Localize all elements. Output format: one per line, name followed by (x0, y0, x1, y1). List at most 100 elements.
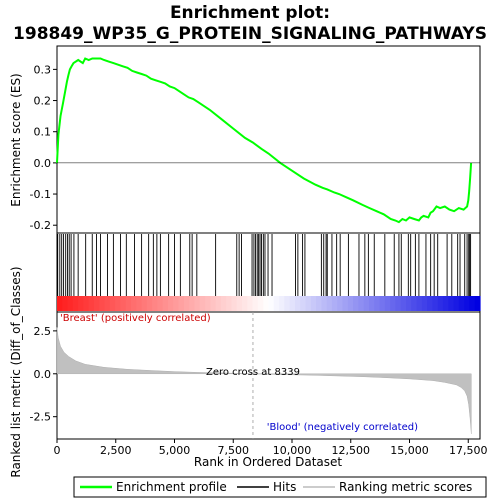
color-bar-segment (125, 296, 132, 311)
xtick-label: 5,000 (159, 444, 191, 457)
color-bar-segment (205, 296, 211, 311)
ranking-metric-area (56, 327, 472, 434)
x-axis-label: Rank in Ordered Dataset (194, 455, 342, 469)
color-bar-segment (263, 296, 270, 311)
xtick-label: 12,500 (332, 444, 371, 457)
color-bar-segment (358, 296, 365, 311)
es-ytick-label: 0.1 (34, 126, 52, 139)
color-bar-segment (88, 296, 95, 311)
color-bar-segment (342, 296, 349, 311)
es-ylabel: Enrichment score (ES) (9, 73, 23, 206)
color-bar-segment (57, 296, 63, 311)
color-bar-segment (152, 296, 159, 311)
color-bar-segment (442, 296, 449, 311)
color-bar-segment (226, 296, 233, 311)
legend: Enrichment profile Hits Ranking metric s… (73, 476, 487, 498)
es-panel-frame (56, 45, 481, 234)
xtick-label: 10,000 (273, 444, 312, 457)
color-bar-segment (268, 296, 275, 311)
color-bar-segment (337, 296, 344, 311)
color-bar-segment (83, 296, 90, 311)
legend-label-hits: Hits (273, 480, 296, 494)
color-bar-segment (131, 296, 137, 311)
color-bar-segment (146, 296, 153, 311)
zero-cross-label: Zero cross at 8339 (206, 367, 300, 378)
color-bar-segment (384, 296, 391, 311)
metric-ytick-label: 2.5 (34, 325, 52, 338)
color-bar-segment (199, 296, 206, 311)
color-bar-segment (284, 296, 291, 311)
color-bar-segment (395, 296, 402, 311)
xtick-label: 15,000 (390, 444, 429, 457)
enrichment-profile-line (56, 57, 473, 224)
color-bar-segment (136, 296, 143, 311)
color-bar-segment (220, 296, 227, 311)
metric-ytick-label: 0.0 (34, 368, 52, 381)
color-bar-segment (353, 296, 359, 311)
color-bar-segment (252, 296, 259, 311)
color-bar-segment (194, 296, 201, 311)
color-bar-segment (432, 296, 439, 311)
color-bar-segment (247, 296, 254, 311)
color-bar-segment (120, 296, 127, 311)
color-bar-segment (437, 296, 444, 311)
color-bar-segment (390, 296, 396, 311)
metric-ylabel: Ranked list metric (Diff_of_Classes) (9, 266, 23, 477)
color-bar-segment (78, 296, 85, 311)
color-bar-segment (474, 296, 481, 311)
color-bar-segment (363, 296, 370, 311)
color-bar-segment (331, 296, 338, 311)
color-bar-segment (162, 296, 169, 311)
color-bar-segment (411, 296, 418, 311)
rank-color-bar (57, 296, 481, 311)
color-bar-segment (416, 296, 423, 311)
color-bar-segment (427, 296, 434, 311)
color-bar-segment (242, 296, 248, 311)
es-ytick-label: 0.2 (34, 95, 52, 108)
color-bar-segment (273, 296, 280, 311)
color-bar-segment (379, 296, 386, 311)
color-bar-segment (99, 296, 106, 311)
color-bar-segment (289, 296, 296, 311)
es-panel: -0.2 -0.1 0.0 0.1 0.2 0.3 (30, 45, 481, 234)
color-bar-segment (178, 296, 185, 311)
color-bar-segment (368, 296, 375, 311)
es-ytick-label: -0.2 (30, 219, 51, 232)
metric-ytick-label: -2.5 (30, 411, 51, 424)
color-bar-segment (62, 296, 69, 311)
color-bar-segment (67, 296, 74, 311)
es-ytick-label: 0.3 (34, 63, 52, 76)
color-bar-segment (305, 296, 312, 311)
color-bar-segment (321, 296, 328, 311)
legend-label-metric: Ranking metric scores (339, 480, 472, 494)
xtick-label: 2,500 (100, 444, 132, 457)
color-bar-segment (310, 296, 317, 311)
color-bar-segment (294, 296, 301, 311)
color-bar-segment (168, 296, 174, 311)
color-bar-segment (231, 296, 238, 311)
color-bar-segment (347, 296, 354, 311)
legend-label-enrichment: Enrichment profile (116, 480, 227, 494)
color-bar-segment (405, 296, 412, 311)
color-bar-segment (300, 296, 307, 311)
color-bar-segment (448, 296, 455, 311)
color-bar-segment (183, 296, 190, 311)
metric-panel: -2.5 0.0 2.5 0 2,500 5,000 7,500 10,000 12,500 1… (30, 311, 488, 457)
color-bar-segment (104, 296, 111, 311)
color-bar-segment (157, 296, 164, 311)
color-bar-segment (400, 296, 407, 311)
es-ytick-label: -0.1 (30, 188, 51, 201)
color-bar-segment (374, 296, 381, 311)
color-bar-segment (279, 296, 285, 311)
es-ytick-label: 0.0 (34, 157, 52, 170)
color-bar-segment (453, 296, 460, 311)
xtick-label: 0 (54, 444, 61, 457)
hits-panel (56, 232, 481, 313)
color-bar-segment (173, 296, 180, 311)
color-bar-segment (316, 296, 322, 311)
legend-frame (73, 476, 487, 498)
color-bar-segment (458, 296, 465, 311)
color-bar-segment (236, 296, 243, 311)
